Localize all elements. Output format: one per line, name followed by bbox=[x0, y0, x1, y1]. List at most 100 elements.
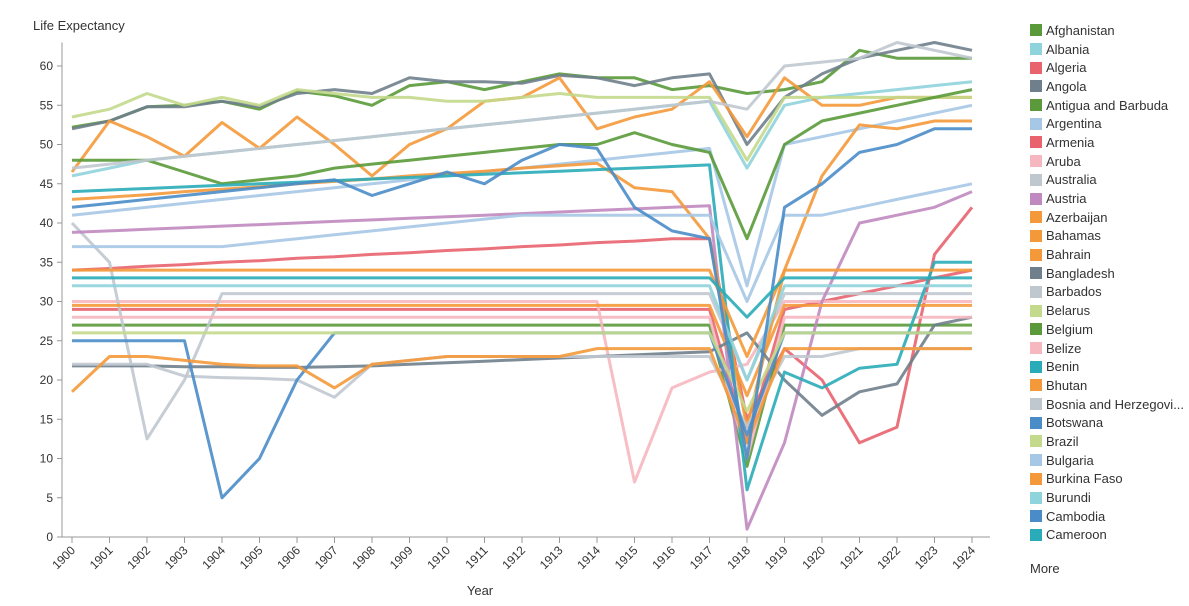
y-axis-label: Life Expectancy bbox=[33, 18, 125, 33]
legend-swatch bbox=[1030, 24, 1042, 37]
legend-label: Bhutan bbox=[1046, 377, 1088, 393]
legend-item[interactable]: Azerbaijan bbox=[1030, 208, 1189, 227]
x-axis-label: Year bbox=[467, 583, 494, 598]
legend-label: Antigua and Barbuda bbox=[1046, 97, 1169, 113]
x-tick-label: 1917 bbox=[687, 543, 716, 572]
legend-item[interactable]: Botswana bbox=[1030, 413, 1189, 432]
legend-label: Angola bbox=[1046, 78, 1087, 94]
series-line-belize[interactable] bbox=[72, 315, 972, 460]
x-tick-label: 1918 bbox=[724, 543, 753, 572]
series-line-austria[interactable] bbox=[71, 190, 973, 531]
legend-item[interactable]: Benin bbox=[1030, 357, 1189, 376]
legend-label: Cambodia bbox=[1046, 508, 1106, 524]
legend-label: Bahamas bbox=[1046, 228, 1101, 244]
series-line-belarus[interactable] bbox=[71, 88, 972, 162]
legend-item[interactable]: Belarus bbox=[1030, 301, 1189, 320]
legend-label: Afghanistan bbox=[1046, 22, 1115, 38]
legend-label: Belgium bbox=[1046, 321, 1093, 337]
series-line-bhutan[interactable] bbox=[72, 268, 972, 358]
legend-label: Botswana bbox=[1046, 415, 1104, 431]
legend-swatch bbox=[1030, 61, 1042, 74]
legend-swatch bbox=[1030, 510, 1042, 523]
legend-item[interactable]: Angola bbox=[1030, 77, 1189, 96]
legend-item[interactable]: Burkina Faso bbox=[1030, 470, 1189, 489]
legend-more-button[interactable]: More bbox=[1030, 561, 1060, 577]
legend-item[interactable]: Burundi bbox=[1030, 488, 1189, 507]
series-line-bangladesh[interactable] bbox=[72, 315, 973, 417]
legend-swatch bbox=[1030, 323, 1042, 336]
legend-swatch bbox=[1030, 398, 1042, 411]
x-tick-label: 1914 bbox=[574, 543, 603, 572]
x-tick-label: 1912 bbox=[499, 543, 528, 572]
legend-label: Bosnia and Herzegovi... bbox=[1046, 396, 1185, 412]
legend-item[interactable]: Armenia bbox=[1030, 133, 1189, 152]
series-line-benin[interactable] bbox=[71, 163, 972, 492]
x-tick-label: 1909 bbox=[387, 543, 416, 572]
x-tick-label: 1923 bbox=[912, 543, 941, 572]
legend-swatch bbox=[1030, 43, 1042, 56]
legend-label: Algeria bbox=[1046, 60, 1087, 76]
legend-swatch bbox=[1030, 80, 1042, 93]
x-tick-label: 1901 bbox=[87, 543, 116, 572]
x-tick-label: 1905 bbox=[237, 543, 266, 572]
x-tick-label: 1915 bbox=[612, 543, 641, 572]
legend-swatch bbox=[1030, 285, 1042, 298]
legend-item[interactable]: Brazil bbox=[1030, 432, 1189, 451]
series-line-argentina[interactable] bbox=[71, 103, 973, 288]
x-tick-label: 1911 bbox=[462, 543, 490, 571]
legend-label: Albania bbox=[1046, 41, 1090, 57]
y-tick-label: 45 bbox=[40, 177, 54, 191]
legend-swatch bbox=[1030, 117, 1042, 130]
x-tick-label: 1924 bbox=[949, 543, 978, 572]
series-line-angola[interactable] bbox=[71, 41, 973, 146]
series-line-cambodia[interactable] bbox=[71, 127, 972, 460]
line-chart: Life Expectancy Year 0 5 10 15 20 25 30 35 40 45 5… bbox=[33, 18, 990, 598]
legend-swatch bbox=[1030, 211, 1042, 224]
legend-label: Bulgaria bbox=[1046, 452, 1094, 468]
legend-item[interactable]: Aruba bbox=[1030, 152, 1189, 171]
series-line-algeria[interactable] bbox=[71, 206, 974, 445]
legend-item[interactable]: Bulgaria bbox=[1030, 451, 1189, 470]
x-tick-label: 1922 bbox=[874, 543, 903, 572]
y-tick-label: 0 bbox=[46, 530, 53, 544]
legend-item[interactable]: Bhutan bbox=[1030, 376, 1189, 395]
series-line-bulgaria[interactable] bbox=[72, 182, 973, 303]
y-tick-label: 5 bbox=[46, 491, 53, 505]
x-tick-label: 1900 bbox=[49, 543, 78, 572]
series-line-brazil[interactable] bbox=[72, 331, 972, 413]
legend-item[interactable]: Cameroon bbox=[1030, 526, 1189, 545]
legend-item[interactable]: Bahrain bbox=[1030, 245, 1189, 264]
legend-item[interactable]: Austria bbox=[1030, 189, 1189, 208]
legend-item[interactable]: Cambodia bbox=[1030, 507, 1189, 526]
series-line-bosnia-and-herzegovi-[interactable] bbox=[71, 41, 973, 170]
legend-item[interactable]: Barbados bbox=[1030, 283, 1189, 302]
legend-item[interactable]: Belgium bbox=[1030, 320, 1189, 339]
y-tick-label: 60 bbox=[40, 59, 54, 73]
series-line-australia[interactable] bbox=[70, 221, 972, 441]
legend-item[interactable]: Bosnia and Herzegovi... bbox=[1030, 395, 1189, 414]
series-line-burkina-faso[interactable] bbox=[70, 347, 972, 445]
legend-item[interactable]: Belize bbox=[1030, 339, 1189, 358]
series-line-cameroon[interactable] bbox=[72, 276, 972, 319]
x-tick-label: 1904 bbox=[199, 543, 228, 572]
legend-item[interactable]: Afghanistan bbox=[1030, 21, 1189, 40]
y-tick-label: 30 bbox=[40, 295, 54, 309]
legend-item[interactable]: Albania bbox=[1030, 40, 1189, 59]
legend-item[interactable]: Bahamas bbox=[1030, 227, 1189, 246]
series-line-bahamas[interactable] bbox=[71, 119, 972, 429]
x-tick-label: 1903 bbox=[162, 543, 191, 572]
series-line-burundi[interactable] bbox=[72, 284, 972, 382]
legend-item[interactable]: Antigua and Barbuda bbox=[1030, 96, 1189, 115]
series-line-antigua-and-barbuda[interactable] bbox=[72, 323, 972, 468]
x-tick-label: 1908 bbox=[349, 543, 378, 572]
legend-swatch bbox=[1030, 304, 1042, 317]
legend-item[interactable]: Algeria bbox=[1030, 58, 1189, 77]
legend-label: Bahrain bbox=[1046, 247, 1091, 263]
series-line-bahrain[interactable] bbox=[72, 303, 972, 398]
legend-swatch bbox=[1030, 229, 1042, 242]
legend-item[interactable]: Bangladesh bbox=[1030, 264, 1189, 283]
legend-item[interactable]: Argentina bbox=[1030, 114, 1189, 133]
legend-swatch bbox=[1030, 136, 1042, 149]
legend-label: Azerbaijan bbox=[1046, 209, 1108, 225]
legend-item[interactable]: Australia bbox=[1030, 171, 1189, 190]
